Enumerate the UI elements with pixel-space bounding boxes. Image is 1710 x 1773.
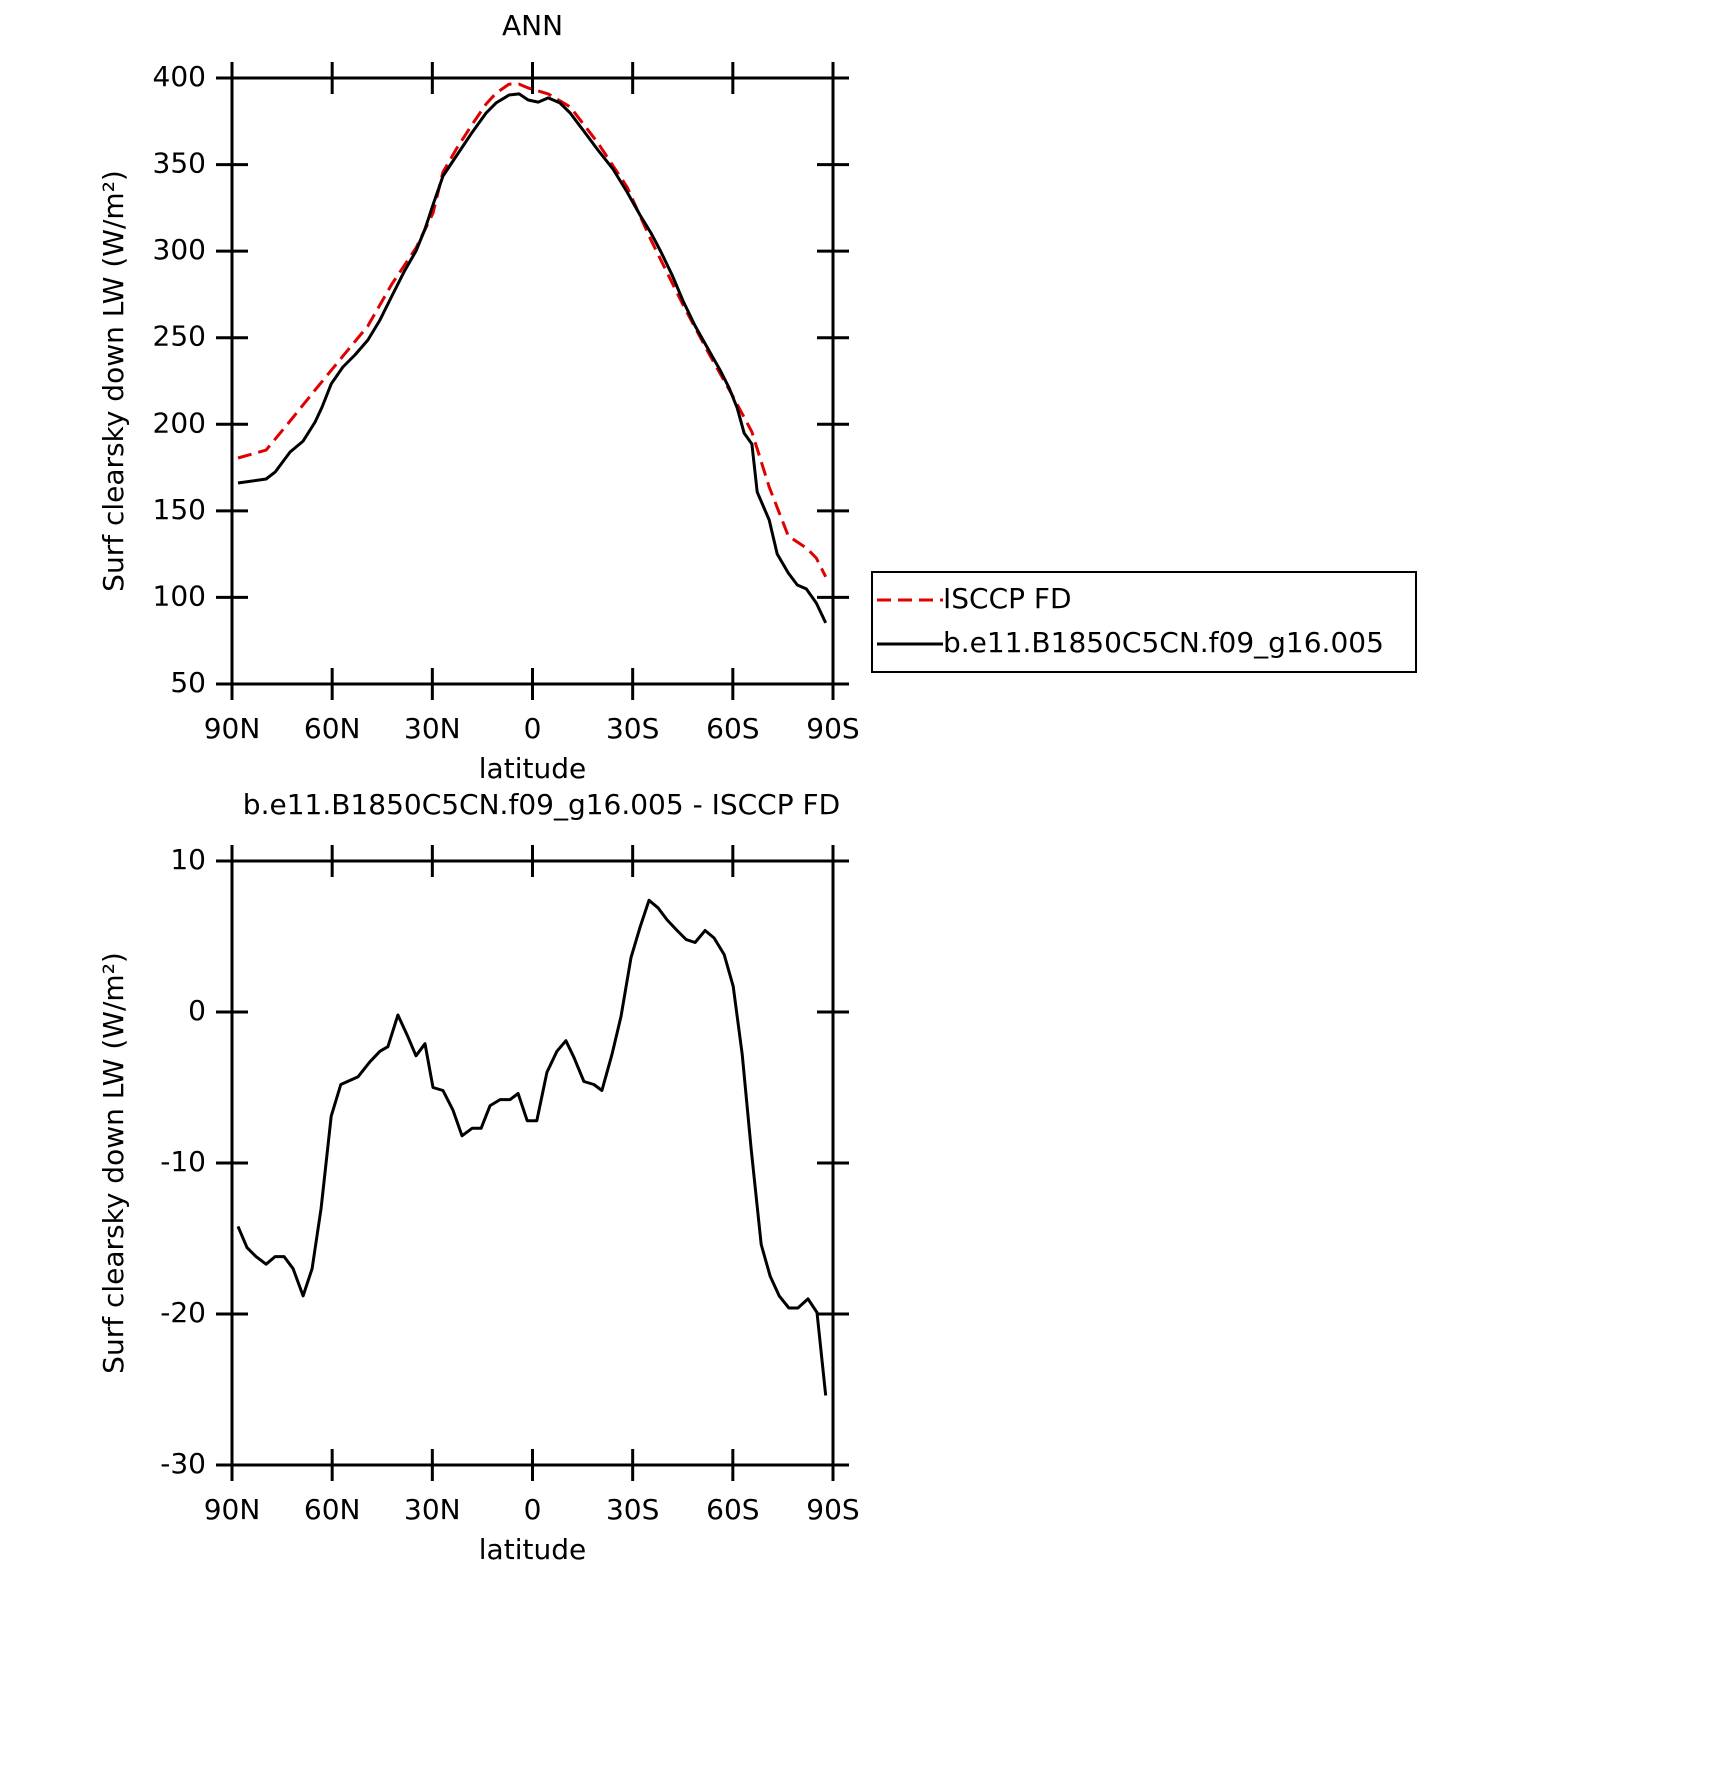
y-tick-label: 400 — [153, 60, 206, 93]
chart-title: ANN — [502, 9, 563, 42]
x-tick-label: 0 — [524, 712, 542, 745]
x-tick-label: 60S — [706, 712, 759, 745]
y-axis-label: Surf clearsky down LW (W/m²) — [97, 170, 130, 592]
y-axis-label: Surf clearsky down LW (W/m²) — [97, 952, 130, 1374]
y-tick-label: 10 — [170, 843, 206, 876]
x-tick-label: 30S — [606, 1493, 659, 1526]
y-tick-label: 300 — [153, 233, 206, 266]
x-tick-label: 90S — [806, 712, 859, 745]
x-tick-label: 30N — [404, 1493, 461, 1526]
y-tick-label: 350 — [153, 147, 206, 180]
legend-label: b.e11.B1850C5CN.f09_g16.005 — [943, 626, 1384, 659]
x-tick-label: 60N — [304, 712, 361, 745]
data-line — [237, 82, 828, 578]
y-tick-label: 200 — [153, 406, 206, 439]
x-tick-label: 90N — [204, 1493, 261, 1526]
legend-label: ISCCP FD — [943, 582, 1072, 615]
plot-frame — [230, 859, 835, 1467]
data-line — [236, 898, 828, 1396]
x-tick-label: 30S — [606, 712, 659, 745]
y-tick-label: -20 — [160, 1296, 206, 1329]
x-tick-label: 90S — [806, 1493, 859, 1526]
legend-box — [871, 571, 1417, 673]
y-tick-label: -10 — [160, 1145, 206, 1178]
x-axis-label: latitude — [479, 752, 586, 785]
x-axis-label: latitude — [479, 1533, 586, 1566]
y-tick-label: 50 — [170, 666, 206, 699]
y-tick-label: 0 — [188, 994, 206, 1027]
x-tick-label: 0 — [524, 1493, 542, 1526]
y-tick-label: 150 — [153, 493, 206, 526]
x-tick-label: 60N — [304, 1493, 361, 1526]
data-line — [237, 92, 828, 624]
y-tick-label: 250 — [153, 320, 206, 353]
x-tick-label: 60S — [706, 1493, 759, 1526]
x-tick-label: 30N — [404, 712, 461, 745]
y-tick-label: -30 — [160, 1447, 206, 1480]
x-tick-label: 90N — [204, 712, 261, 745]
chart-title: b.e11.B1850C5CN.f09_g16.005 - ISCCP FD — [243, 788, 840, 821]
y-tick-label: 100 — [153, 579, 206, 612]
